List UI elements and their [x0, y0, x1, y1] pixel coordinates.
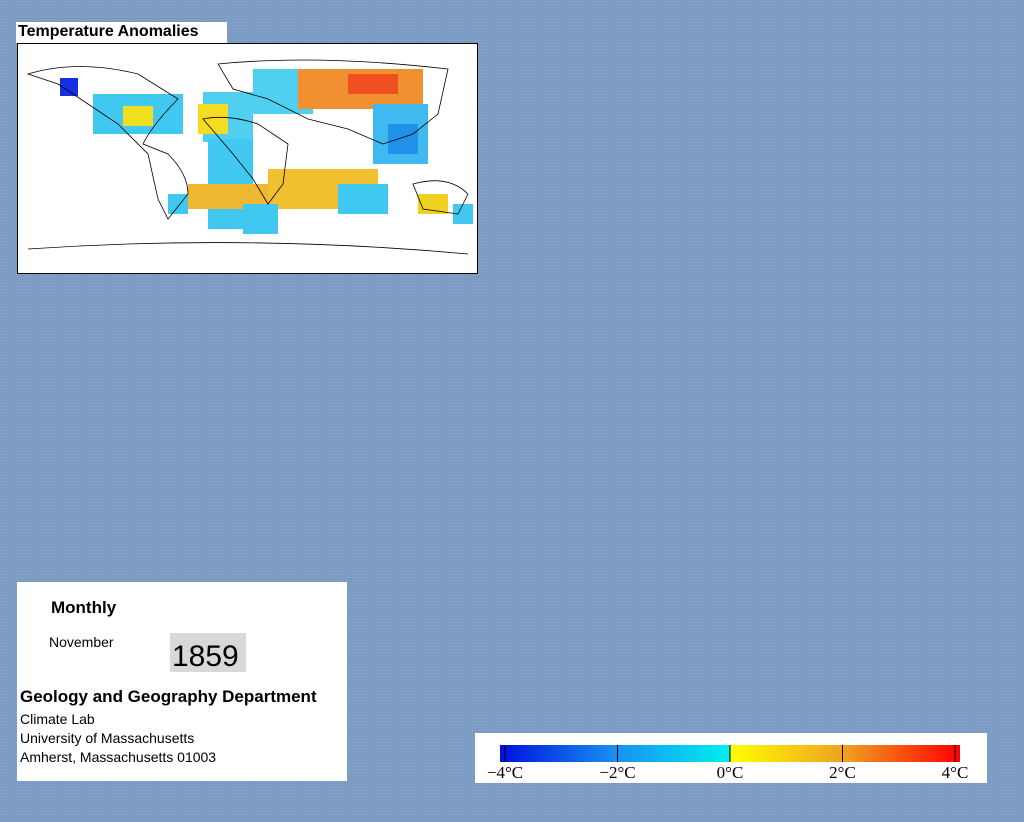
tick-label: −2°C — [599, 763, 635, 782]
anomaly-cells — [60, 69, 473, 234]
frequency: Monthly — [51, 598, 117, 617]
tick-label: 2°C — [829, 763, 856, 782]
tick-label: −4°C — [487, 763, 523, 782]
coastlines — [26, 59, 469, 255]
colorbar-panel: −4°C −2°C 0°C 2°C 4°C — [475, 733, 987, 783]
year: 1859 — [172, 640, 239, 673]
lab: Climate Lab — [20, 711, 95, 727]
month: November — [49, 634, 114, 650]
address: Amherst, Massachusetts 01003 — [20, 749, 217, 765]
info-panel: Monthly November 1859 Geology and Geogra… — [17, 582, 347, 781]
tick-label: 0°C — [717, 763, 744, 782]
year-box: 1859 — [170, 633, 246, 673]
university: University of Massachusetts — [20, 730, 195, 746]
title-box: Temperature Anomalies — [16, 22, 227, 43]
department: Geology and Geography Department — [20, 687, 317, 706]
tick-label: 4°C — [942, 763, 969, 782]
title: Temperature Anomalies — [18, 23, 199, 40]
map — [17, 43, 478, 274]
